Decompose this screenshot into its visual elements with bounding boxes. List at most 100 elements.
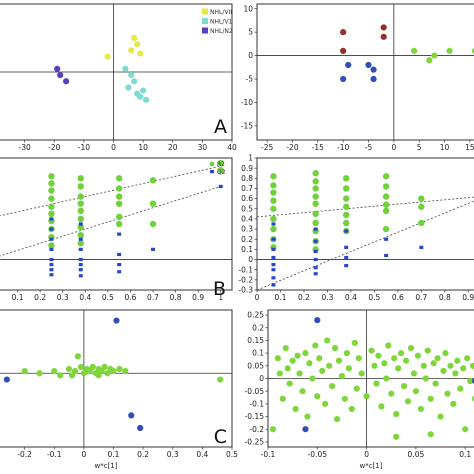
data-point <box>134 41 141 48</box>
data-point <box>276 370 283 377</box>
y-tick-label: 0.2 <box>241 235 253 244</box>
legend-q2-label: Q2 <box>217 169 226 176</box>
chart-panel-C-right: -0.1 -0.05 0 0.05 0.1 0.25 0.2 0.15 0.1 0.05 0 -0.0… <box>245 309 474 470</box>
data-point <box>452 370 459 377</box>
data-point <box>471 395 474 402</box>
r2-point <box>312 178 319 185</box>
data-point <box>358 370 365 377</box>
data-point <box>471 378 474 384</box>
x-tick-label: 0.7 <box>147 293 159 302</box>
plot-frame <box>256 3 474 141</box>
data-point <box>3 376 10 383</box>
legend-r2-swatch <box>209 161 215 167</box>
x-tick-label: 0.1 <box>459 450 471 459</box>
data-point <box>457 385 464 392</box>
data-point <box>345 365 352 372</box>
data-point <box>426 57 433 64</box>
q2-point <box>271 268 276 272</box>
q2-point <box>344 245 349 249</box>
x-tick-label: 1 <box>218 293 223 302</box>
q2-point <box>49 247 54 251</box>
y-tick-label: 0.9 <box>241 164 253 173</box>
q2-point <box>384 253 389 258</box>
data-point <box>393 410 400 418</box>
q2-point <box>78 247 83 251</box>
r2-point <box>382 201 390 208</box>
x-tick-label: 0 <box>111 143 116 152</box>
r2-point <box>77 231 84 239</box>
x-tick-label: 0.9 <box>462 293 474 302</box>
r2-regression-line <box>0 165 221 217</box>
legend-label: NHL/N2 <box>210 28 233 35</box>
r2-point <box>77 175 84 182</box>
data-point <box>410 370 418 377</box>
data-point <box>417 405 424 413</box>
data-point <box>286 380 293 387</box>
x-tick-label: 0.3 <box>57 293 69 302</box>
data-point <box>464 355 471 362</box>
data-point <box>137 50 144 57</box>
data-point <box>274 355 281 362</box>
x-tick-label: 0.05 <box>408 450 425 459</box>
data-point <box>375 352 382 359</box>
data-point <box>36 370 43 377</box>
q2-point <box>78 257 83 262</box>
data-point <box>131 34 138 42</box>
x-tick-label: 0.4 <box>345 293 357 302</box>
q2-point <box>313 257 318 262</box>
data-point <box>378 403 385 410</box>
data-point <box>292 405 299 413</box>
data-point <box>383 375 390 382</box>
data-point <box>299 388 306 395</box>
r2-point <box>312 170 319 177</box>
data-point <box>279 395 286 402</box>
x-tick-label: -20 <box>48 143 60 152</box>
r2-point <box>312 193 319 200</box>
plot-frame <box>0 309 233 448</box>
q2-point <box>117 252 122 257</box>
y-tick-label: -5 <box>246 75 254 84</box>
r2-point <box>270 182 277 189</box>
r2-point <box>115 213 123 221</box>
y-tick-label: -0.15 <box>245 412 265 421</box>
data-point <box>373 380 380 387</box>
data-point <box>460 365 467 372</box>
data-point <box>355 355 362 362</box>
q2-point <box>117 232 122 236</box>
q2-regression-line <box>0 186 221 257</box>
q2-point <box>78 263 83 267</box>
data-point <box>51 368 58 375</box>
data-point <box>407 344 415 352</box>
y-tick-label: -0.2 <box>249 425 264 434</box>
data-point <box>351 339 358 347</box>
x-tick-label: -15 <box>312 143 324 152</box>
data-point <box>116 365 123 373</box>
q2-point <box>218 184 223 189</box>
data-point <box>21 368 28 375</box>
q2-point <box>49 268 54 272</box>
data-point <box>412 388 420 395</box>
data-point <box>110 368 117 375</box>
data-point <box>314 317 321 324</box>
data-point <box>427 431 434 438</box>
data-point <box>440 367 447 374</box>
r2-point <box>270 197 277 204</box>
data-point <box>294 352 301 359</box>
q2-point <box>344 264 349 268</box>
q2-point <box>313 266 318 270</box>
data-point <box>128 412 135 419</box>
x-tick-label: -20 <box>286 143 298 152</box>
r2-point <box>115 220 123 228</box>
q2-point <box>78 274 83 278</box>
x-tick-label: 0.5 <box>226 450 238 459</box>
y-tick-label: 0.7 <box>241 184 253 193</box>
y-tick-label: 0 <box>248 255 253 264</box>
x-tick-label: 0.4 <box>196 450 208 459</box>
r2-point <box>418 195 425 202</box>
r2-point <box>48 210 55 218</box>
x-tick-label: -0.2 <box>17 450 32 459</box>
data-point <box>312 342 319 349</box>
q2-point <box>49 257 54 262</box>
data-point <box>400 383 408 390</box>
